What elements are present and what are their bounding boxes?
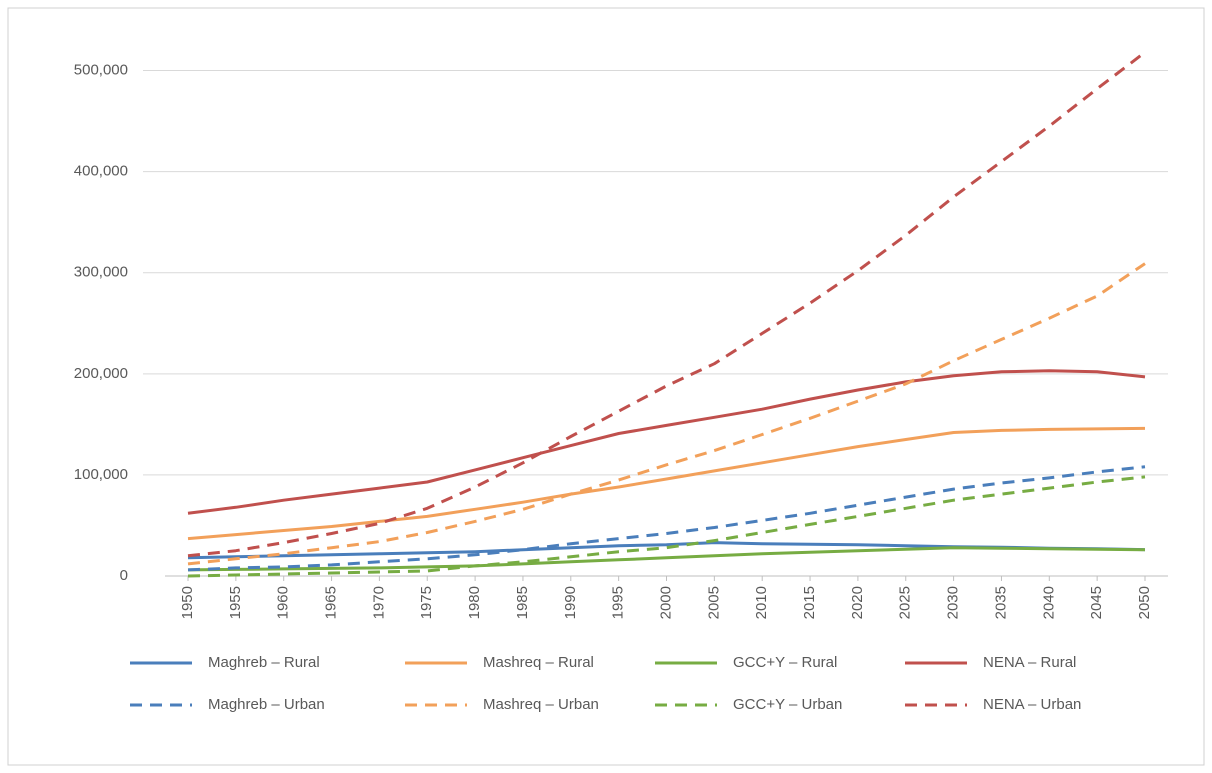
x-tick-label: 1985	[514, 586, 531, 619]
x-tick-label: 1955	[227, 586, 244, 619]
legend-label: GCC+Y – Urban	[733, 696, 842, 713]
legend-label: NENA – Rural	[983, 654, 1076, 671]
legend-label: NENA – Urban	[983, 696, 1081, 713]
legend-label: GCC+Y – Rural	[733, 654, 837, 671]
series-line	[187, 262, 1146, 566]
x-tick-label: 1980	[466, 586, 483, 619]
x-tick-label: 2040	[1040, 586, 1057, 619]
x-tick-label: 2020	[849, 586, 866, 619]
x-tick-label: 1995	[610, 586, 627, 619]
x-tick-label: 2050	[1136, 586, 1153, 619]
x-tick-label: 2000	[657, 586, 674, 619]
x-tick-label: 2015	[801, 586, 818, 619]
series-line	[187, 51, 1146, 558]
y-tick-label: 200,000	[74, 365, 128, 382]
series-line	[187, 426, 1146, 541]
x-tick-label: 2030	[945, 586, 962, 619]
legend-label: Mashreq – Urban	[483, 696, 599, 713]
x-tick-label: 1970	[370, 586, 387, 619]
series-line	[187, 369, 1146, 515]
x-tick-label: 1960	[275, 586, 292, 619]
series-line	[187, 546, 1146, 572]
x-tick-label: 1965	[323, 586, 340, 619]
legend-label: Maghreb – Rural	[208, 654, 320, 671]
x-tick-label: 1950	[179, 586, 196, 619]
y-tick-label: 400,000	[74, 163, 128, 180]
y-tick-label: 300,000	[74, 264, 128, 281]
x-tick-label: 2010	[753, 586, 770, 619]
x-tick-label: 2005	[705, 586, 722, 619]
series-line	[187, 465, 1146, 572]
legend-label: Maghreb – Urban	[208, 696, 325, 713]
chart-frame	[7, 7, 1205, 766]
x-tick-label: 2025	[897, 586, 914, 619]
y-tick-label: 100,000	[74, 466, 128, 483]
series-line	[187, 541, 1146, 560]
y-tick-label: 500,000	[74, 62, 128, 79]
x-tick-label: 1990	[562, 586, 579, 619]
x-tick-label: 1975	[418, 586, 435, 619]
series-line	[187, 475, 1146, 578]
legend-label: Mashreq – Rural	[483, 654, 594, 671]
x-tick-label: 2045	[1088, 586, 1105, 619]
y-tick-label: 0	[120, 567, 128, 584]
x-tick-label: 2035	[992, 586, 1009, 619]
